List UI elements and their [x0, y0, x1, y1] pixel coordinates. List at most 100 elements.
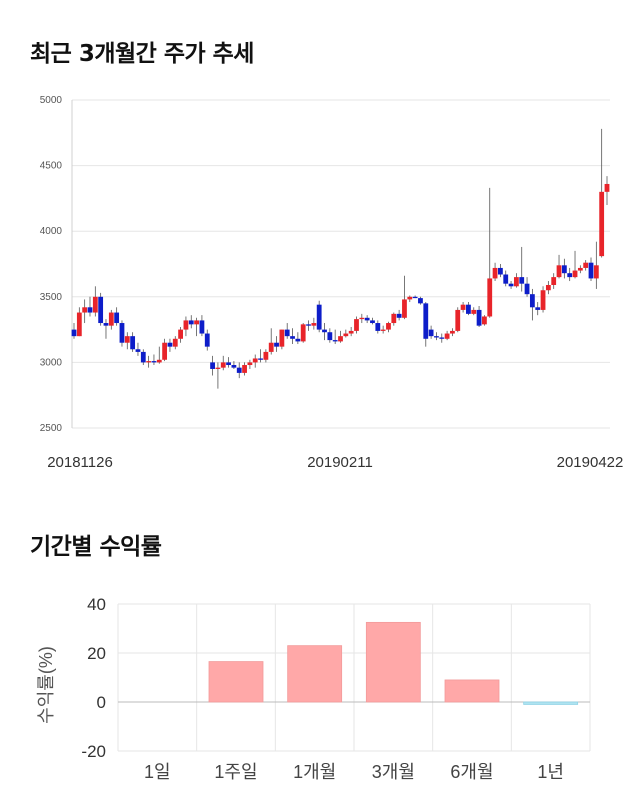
returns-bar-1년: [523, 701, 579, 705]
candle-down: [130, 336, 136, 350]
returns-bar-chart: -20 0 20 40 1일 1주일 1개월 3개월 6개월 1년 수익률(%): [36, 595, 591, 782]
returns-y-tick-label: 40: [87, 595, 106, 614]
candle-down: [258, 358, 263, 360]
candle-up: [455, 309, 461, 331]
candle-down: [364, 317, 370, 321]
returns-bar-6개월: [444, 679, 500, 703]
candle-down: [327, 332, 333, 341]
candle-down: [87, 307, 93, 313]
candle-down: [418, 298, 423, 304]
candle-down: [412, 296, 418, 299]
candle-up: [263, 351, 269, 360]
candle-up: [215, 367, 221, 369]
candle-down: [231, 365, 237, 368]
candle-down: [210, 362, 215, 369]
candle-up: [604, 183, 610, 192]
price-x-tick-label: 20181126: [47, 454, 113, 471]
candle-down: [151, 361, 157, 363]
candle-up: [279, 329, 285, 347]
candle-up: [471, 309, 477, 314]
returns-bars: [208, 621, 579, 705]
candle-up: [407, 296, 413, 300]
candle-down: [588, 262, 594, 279]
candle-down: [375, 323, 381, 331]
candle-down: [423, 303, 429, 339]
price-x-tick-label: 20190422: [557, 454, 624, 471]
candle-up: [492, 267, 498, 279]
candle-down: [114, 312, 120, 324]
candle-up: [268, 342, 274, 352]
candle-up: [82, 307, 88, 313]
candle-up: [311, 323, 317, 326]
candle-up: [300, 324, 306, 342]
candle-down: [322, 329, 327, 333]
candle-up: [194, 320, 199, 325]
candle-up: [444, 333, 450, 339]
price-y-tick-label: 4000: [40, 226, 63, 237]
candle-up: [359, 317, 365, 320]
candle-up: [545, 284, 551, 291]
candle-up: [247, 362, 253, 366]
candle-up: [450, 330, 455, 334]
candle-down: [135, 349, 141, 352]
candle-down: [476, 309, 482, 326]
candle-down: [561, 265, 567, 274]
price-x-tick-label: 20190211: [307, 454, 373, 471]
candle-up: [338, 336, 343, 342]
candle-up: [540, 290, 546, 310]
candle-up: [380, 329, 386, 331]
candle-up: [487, 278, 493, 317]
candle-down: [434, 336, 439, 338]
candle-up: [572, 270, 578, 278]
candle-up: [354, 319, 359, 331]
candle-up: [156, 359, 162, 363]
candle-down: [370, 320, 375, 324]
candle-up: [482, 316, 487, 325]
candle-down: [503, 274, 509, 284]
candle-up: [178, 329, 183, 339]
returns-x-tick-label: 3개월: [372, 762, 415, 782]
price-y-tick-label: 2500: [40, 423, 63, 434]
candle-down: [274, 342, 279, 347]
candle-up: [183, 320, 189, 330]
candle-down: [428, 329, 434, 337]
candle-down: [567, 273, 573, 278]
candle-down: [396, 313, 402, 318]
returns-grid: [117, 603, 591, 752]
candle-up: [343, 333, 349, 337]
candle-up: [146, 361, 152, 363]
candle-up: [460, 304, 466, 310]
returns-bar-1개월: [287, 645, 343, 703]
returns-y-ticks: -20 0 20 40: [81, 595, 106, 761]
candle-up: [252, 358, 258, 363]
candle-down: [332, 340, 338, 342]
candle-down: [204, 333, 210, 347]
returns-bar-3개월: [365, 621, 421, 703]
candle-down: [508, 283, 514, 287]
candle-down: [524, 283, 530, 295]
candle-down: [119, 323, 125, 343]
returns-bar-1주일: [208, 661, 264, 703]
candle-down: [140, 351, 146, 363]
price-y-tick-label: 3000: [40, 357, 63, 368]
price-grid: [71, 99, 610, 429]
candle-up: [242, 365, 247, 373]
price-y-tick-label: 4500: [40, 161, 63, 172]
candle-up: [108, 312, 114, 326]
candle-up: [577, 267, 583, 271]
candle-up: [599, 191, 605, 257]
returns-x-tick-label: 6개월: [450, 762, 493, 782]
returns-x-tick-label: 1년: [537, 762, 564, 782]
candle-up: [386, 323, 391, 330]
candle-down: [306, 324, 311, 326]
candle-down: [199, 320, 205, 334]
candle-down: [466, 304, 471, 314]
candle-down: [439, 337, 445, 339]
candle-up: [76, 312, 82, 337]
candle-down: [290, 336, 295, 339]
candle-up: [391, 313, 397, 324]
candle-up: [513, 277, 519, 287]
candle-down: [284, 329, 290, 337]
candle-up: [556, 265, 562, 278]
candle-down: [103, 323, 109, 326]
